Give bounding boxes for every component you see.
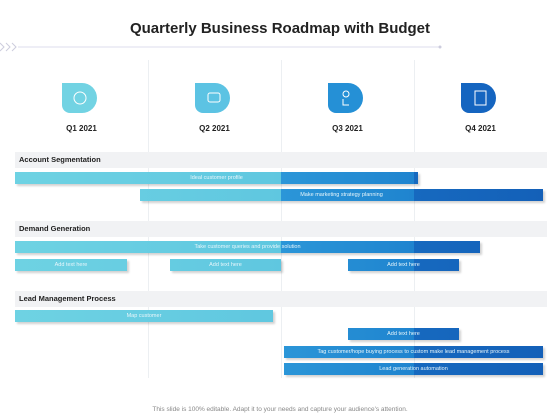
section-header: Account Segmentation: [15, 152, 547, 168]
title: Quarterly Business Roadmap with Budget: [129, 20, 431, 37]
column-divider: [281, 60, 282, 378]
q1-icon: [62, 83, 97, 113]
quarter-label: Q2 2021: [199, 124, 230, 133]
task-bar: Make marketing strategy planning: [140, 189, 543, 201]
q4-icon: [461, 83, 496, 113]
task-bar: Add text here: [348, 328, 459, 340]
title-rule: [0, 42, 442, 52]
task-bar: Take customer queries and provide soluti…: [15, 241, 480, 253]
column-divider: [148, 60, 149, 378]
quarter-label: Q3 2021: [332, 124, 363, 133]
column-divider: [414, 60, 415, 378]
task-bar: Tag customer/hope buying process to cust…: [284, 346, 543, 358]
q3-icon: [328, 83, 363, 113]
section-header: Demand Generation: [15, 221, 547, 237]
q2-icon: [195, 83, 230, 113]
arrows: [0, 42, 17, 52]
icon-glyphs: [73, 90, 487, 106]
section-header: Lead Management Process: [15, 291, 547, 307]
quarter-icons: [62, 83, 496, 113]
task-bar: Add text here: [15, 259, 127, 271]
task-bar: Add text here: [348, 259, 459, 271]
task-bar: Ideal customer profile: [15, 172, 418, 184]
rule-dot: [438, 45, 442, 49]
quarter-label: Q1 2021: [66, 124, 97, 133]
footer-note: This slide is 100% editable. Adapt it to…: [152, 406, 408, 413]
task-bar: Add text here: [170, 259, 281, 271]
task-bar: Map customer: [15, 310, 273, 322]
quarter-label: Q4 2021: [465, 124, 496, 133]
task-bar: Lead generation automation: [284, 363, 543, 375]
